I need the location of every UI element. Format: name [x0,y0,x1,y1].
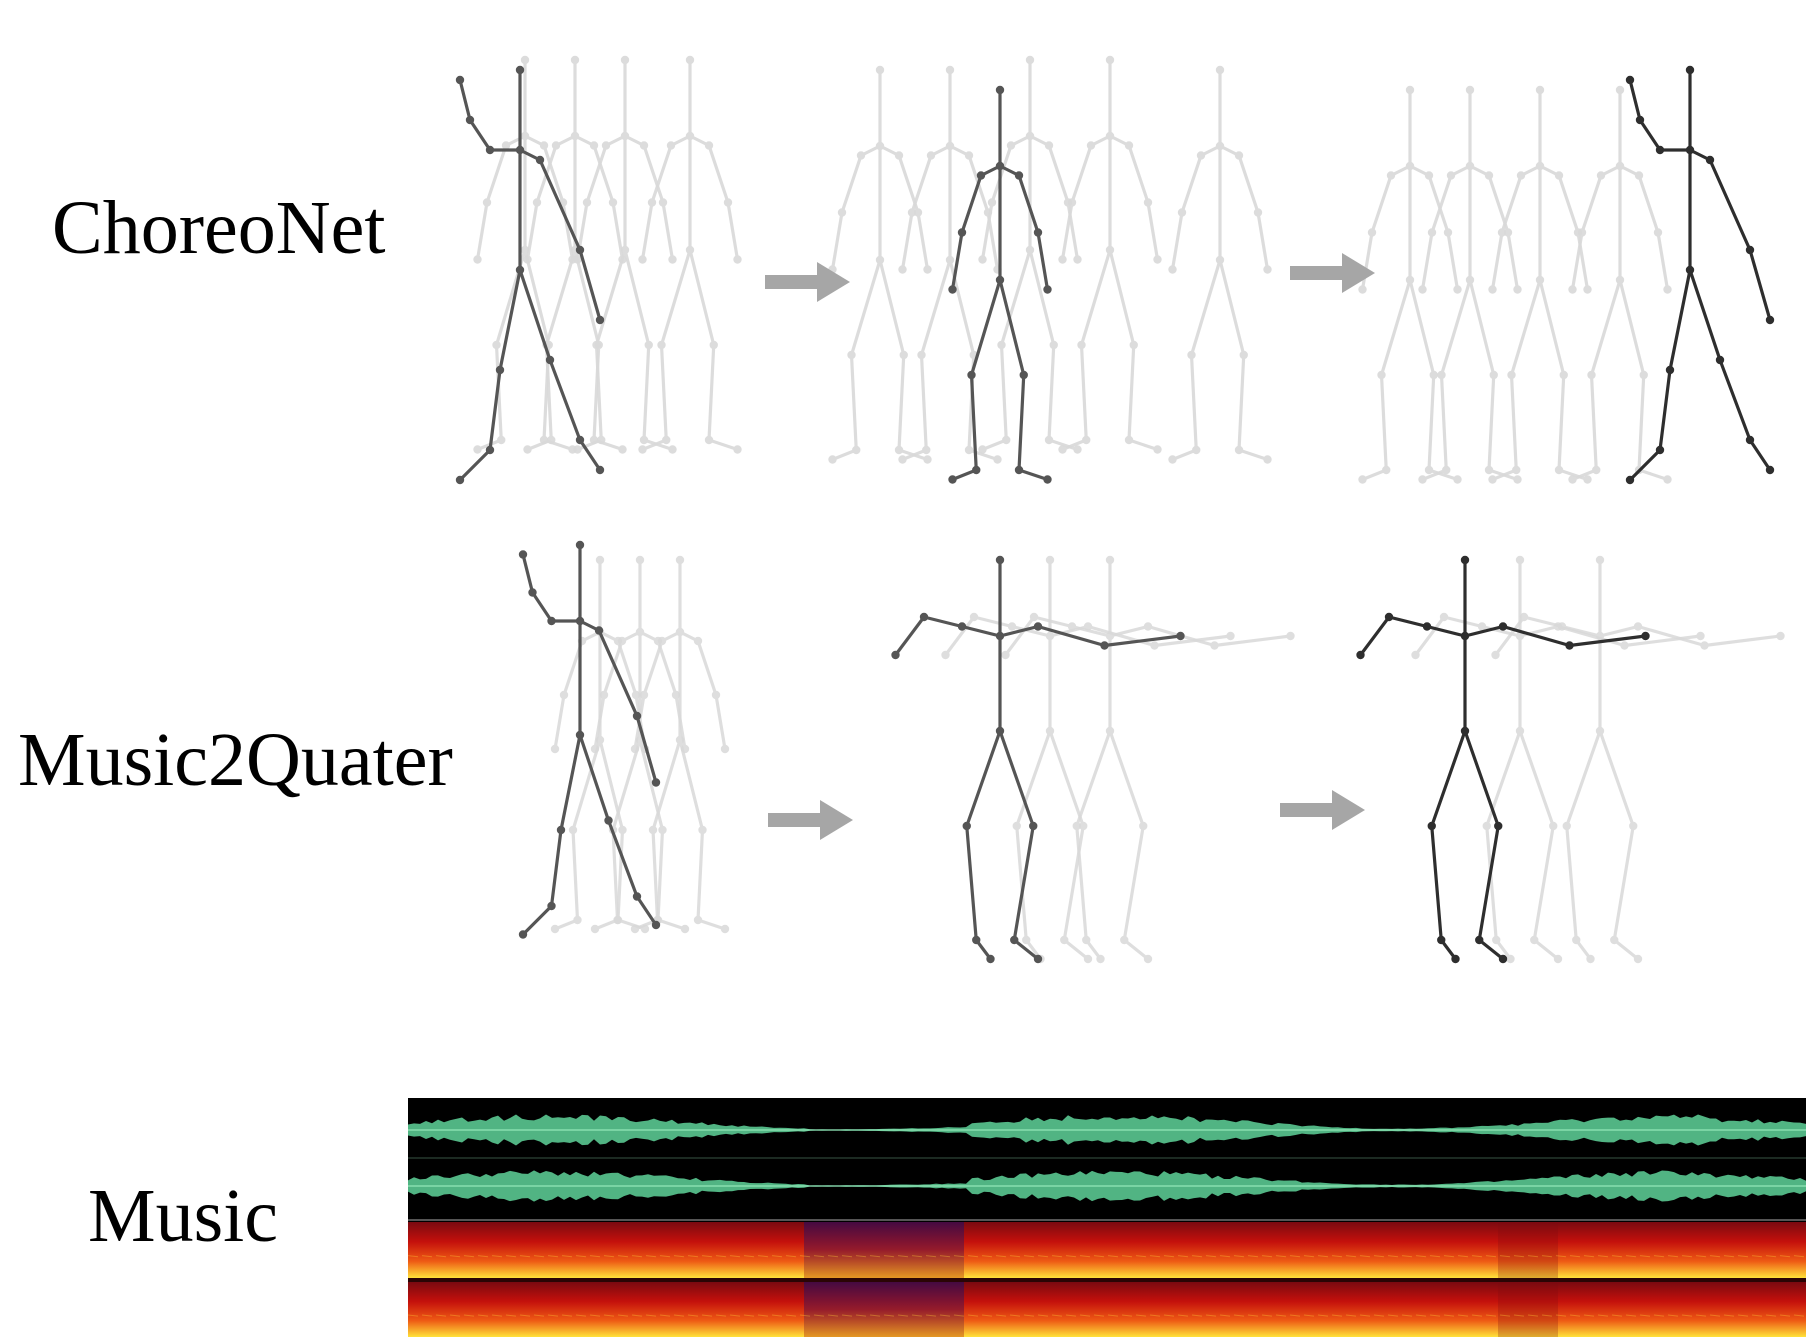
right-arrow-icon [765,262,850,302]
ghost-skeleton [1491,555,1785,964]
music-visualization [408,1114,1806,1337]
dance-sequence-figure [455,55,1785,964]
ghost-skeleton [630,555,730,934]
dark-skeleton [948,85,1052,484]
spectrogram-icon [408,1282,1806,1337]
ghost-skeleton [1568,85,1672,484]
dark-skeleton [518,540,661,939]
ghost-skeleton [1001,555,1295,964]
row-label-music: Music [88,1174,278,1258]
dark-skeleton [891,555,1185,964]
ghost-skeleton [1168,65,1272,464]
row-label-choreonet: ChoreoNet [52,186,386,270]
right-arrow-icon [1290,253,1375,293]
ghost-skeleton [590,555,690,934]
right-arrow-icon [1280,790,1365,830]
ghost-skeleton [1418,85,1522,484]
dark-skeleton [1356,555,1650,964]
ghost-skeleton [638,55,742,454]
spectrogram-icon [408,1222,1806,1278]
ghost-skeleton [1358,85,1462,484]
ghost-skeleton [941,555,1235,964]
row-label-music2quater: Music2Quater [18,718,453,802]
waveform-icon [408,1170,1806,1202]
right-arrow-icon [768,800,853,840]
waveform-icon [408,1114,1806,1146]
dark-skeleton [1625,65,1775,485]
ghost-skeleton [1488,85,1592,484]
music-panel [408,1098,1806,1337]
ghost-skeleton [523,55,627,454]
ghost-skeleton [573,55,677,454]
ghost-skeleton [1411,555,1705,964]
ghost-skeleton [1058,55,1162,454]
dark-skeleton [455,65,605,485]
ghost-skeleton [828,65,932,464]
ghost-skeleton [898,65,1002,464]
